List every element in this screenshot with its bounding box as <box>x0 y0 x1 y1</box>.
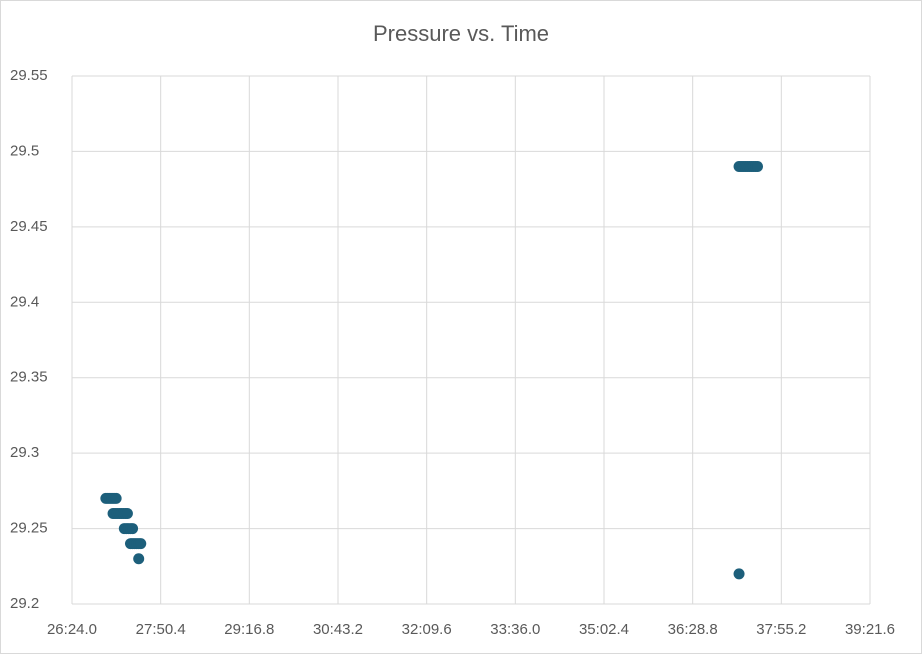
scatter-point <box>110 492 122 504</box>
x-tick-label: 36:28.8 <box>668 621 718 638</box>
x-tick-label: 27:50.4 <box>136 621 186 638</box>
x-tick-label: 33:36.0 <box>490 621 540 638</box>
y-tick-label: 29.4 <box>10 293 39 310</box>
x-tick-label: 26:24.0 <box>47 621 97 638</box>
y-tick-label: 29.3 <box>10 444 39 461</box>
scatter-point <box>752 161 764 173</box>
y-tick-label: 29.35 <box>10 369 48 386</box>
y-tick-label: 29.25 <box>10 520 48 537</box>
scatter-point <box>127 523 139 535</box>
y-tick-label: 29.2 <box>10 595 39 612</box>
scatter-point <box>733 568 745 580</box>
x-tick-label: 30:43.2 <box>313 621 363 638</box>
x-tick-label: 29:16.8 <box>224 621 274 638</box>
y-tick-label: 29.55 <box>10 67 48 84</box>
y-tick-label: 29.5 <box>10 142 39 159</box>
scatter-point <box>133 553 145 565</box>
x-tick-label: 32:09.6 <box>402 621 452 638</box>
y-tick-label: 29.45 <box>10 218 48 235</box>
x-tick-label: 35:02.4 <box>579 621 629 638</box>
chart-title: Pressure vs. Time <box>373 21 549 46</box>
scatter-point <box>135 538 147 550</box>
scatter-point <box>121 507 133 519</box>
x-tick-label: 37:55.2 <box>756 621 806 638</box>
x-tick-label: 39:21.6 <box>845 621 895 638</box>
